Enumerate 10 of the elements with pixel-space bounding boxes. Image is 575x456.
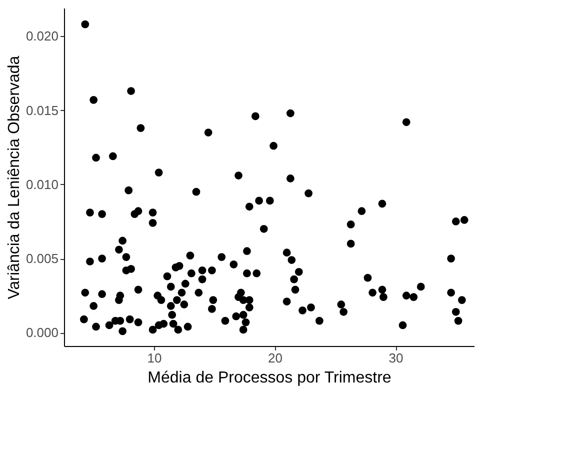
y-tick-label: 0.015 <box>26 102 58 118</box>
x-tick-label: 10 <box>147 350 162 366</box>
y-tick-label: 0.020 <box>26 28 58 44</box>
x-tick-label: 30 <box>388 350 404 366</box>
y-tick-label: 0.010 <box>26 176 58 192</box>
x-tick-label: 20 <box>268 350 282 366</box>
y-tick-label: 0.005 <box>26 251 58 266</box>
y-tick-label: 0.000 <box>26 325 58 340</box>
x-axis-title: Média de Processos por Trimestre <box>148 370 392 386</box>
y-axis-title: Variância da Leniência Observada <box>6 56 23 300</box>
